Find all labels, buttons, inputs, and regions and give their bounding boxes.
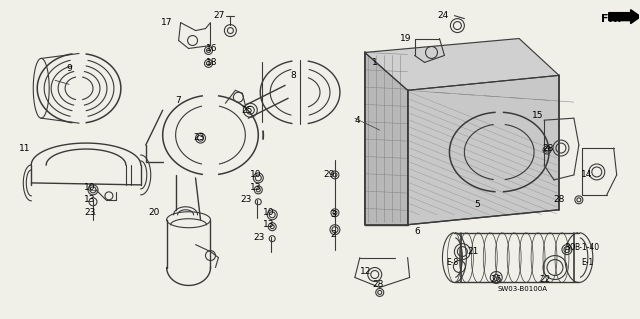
Text: 29: 29 — [323, 170, 334, 179]
Text: FR.: FR. — [601, 14, 621, 24]
Text: B-1-40: B-1-40 — [574, 243, 599, 252]
Text: 16: 16 — [205, 44, 217, 53]
Text: 23: 23 — [193, 133, 205, 142]
Text: 8: 8 — [290, 71, 296, 80]
Text: 20: 20 — [148, 208, 160, 217]
Text: 13: 13 — [250, 183, 262, 192]
Text: 28: 28 — [542, 144, 554, 152]
Text: 28: 28 — [372, 280, 384, 289]
Text: 11: 11 — [19, 144, 31, 152]
Text: 9: 9 — [66, 64, 72, 73]
Text: 5: 5 — [474, 200, 480, 209]
Text: E-8: E-8 — [447, 258, 459, 267]
Text: 28: 28 — [553, 195, 564, 204]
Text: E-1: E-1 — [581, 258, 593, 267]
Text: 12: 12 — [360, 267, 371, 276]
Text: 18: 18 — [205, 58, 217, 67]
Text: 14: 14 — [581, 170, 592, 179]
Text: 3: 3 — [330, 210, 336, 219]
Text: 10: 10 — [263, 208, 275, 217]
Text: 19: 19 — [399, 34, 411, 43]
Polygon shape — [365, 39, 559, 90]
Polygon shape — [365, 52, 408, 225]
Text: 1: 1 — [372, 58, 378, 67]
Text: SW03-B0100A: SW03-B0100A — [497, 286, 547, 293]
Text: 26: 26 — [490, 275, 502, 284]
Text: 25: 25 — [241, 106, 253, 115]
Text: 27: 27 — [214, 11, 225, 20]
Text: 22: 22 — [539, 275, 550, 284]
Text: 17: 17 — [161, 18, 172, 27]
Text: 24: 24 — [438, 11, 449, 20]
Text: 6: 6 — [415, 227, 420, 236]
Polygon shape — [408, 75, 559, 225]
Text: 21: 21 — [467, 247, 479, 256]
Text: 10: 10 — [250, 170, 262, 179]
Text: 23: 23 — [84, 208, 95, 217]
FancyArrow shape — [609, 10, 640, 24]
Text: 23: 23 — [253, 233, 265, 242]
Text: 13: 13 — [263, 220, 275, 229]
Text: 10: 10 — [84, 183, 95, 192]
Text: 30: 30 — [564, 243, 575, 252]
Text: 15: 15 — [532, 111, 543, 120]
Text: 13: 13 — [84, 195, 95, 204]
Text: 2: 2 — [330, 230, 335, 239]
Text: 7: 7 — [175, 96, 181, 105]
Text: 4: 4 — [355, 116, 360, 125]
Text: 23: 23 — [241, 195, 252, 204]
